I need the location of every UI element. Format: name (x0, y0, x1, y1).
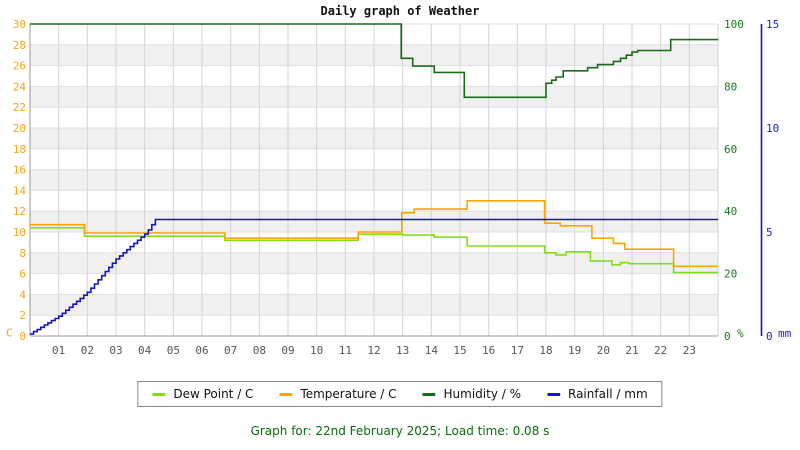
axis-tick-label: 24 (13, 80, 27, 93)
axis-tick-label: 5 (766, 226, 773, 239)
axis-tick-label: 18 (13, 143, 26, 156)
series-line-rainfall-mm (30, 218, 718, 335)
axis-tick-label: 11 (339, 344, 352, 357)
axis-tick-label: 10 (310, 344, 323, 357)
axis-tick-label: 15 (766, 18, 779, 31)
axis-tick-label: mm (778, 327, 792, 340)
axis-tick-label: 22 (13, 101, 26, 114)
graph-footer-caption: Graph for: 22nd February 2025; Load time… (250, 424, 550, 438)
axis-tick-label: 03 (109, 344, 122, 357)
legend-item-humidity: Humidity / % (422, 387, 521, 401)
axis-tick-label: 23 (683, 344, 696, 357)
legend-swatch-icon (547, 392, 560, 396)
legend-item-label: Dew Point / C (173, 387, 254, 401)
legend-item-rainfall-mm: Rainfall / mm (547, 387, 648, 401)
axis-tick-label: 05 (167, 344, 180, 357)
axis-tick-label: 12 (13, 205, 26, 218)
axis-tick-label: 04 (138, 344, 152, 357)
axis-tick-label: 15 (453, 344, 466, 357)
axis-tick-label: % (737, 327, 744, 340)
legend-item-label: Temperature / C (300, 387, 397, 401)
axis-tick-label: 100 (724, 18, 744, 31)
axis-tick-label: 21 (625, 344, 638, 357)
legend-swatch-icon (422, 392, 436, 396)
axis-tick-label: 30 (13, 18, 26, 31)
axis-tick-label: 10 (766, 122, 779, 135)
axis-tick-label: 0 (19, 330, 26, 343)
axis-tick-label: 0 (766, 330, 773, 343)
axis-tick-label: 14 (425, 344, 439, 357)
axis-tick-label: 07 (224, 344, 237, 357)
axis-tick-label: 28 (13, 39, 26, 52)
axis-tick-label: 09 (281, 344, 294, 357)
axis-tick-label: 8 (19, 247, 26, 260)
axis-tick-label: 18 (539, 344, 552, 357)
axis-tick-label: 0 (724, 330, 731, 343)
axis-tick-label: 17 (511, 344, 524, 357)
axis-tick-label: 19 (568, 344, 581, 357)
axis-tick-label: 22 (654, 344, 667, 357)
legend-swatch-icon (152, 392, 166, 396)
axis-tick-label: 16 (13, 164, 26, 177)
chart-title: Daily graph of Weather (320, 4, 480, 18)
legend-item-label: Humidity / % (443, 387, 521, 401)
axis-tick-label: 40 (724, 205, 737, 218)
axis-tick-label: 14 (13, 184, 27, 197)
axis-tick-label: 26 (13, 60, 26, 73)
legend-item-temperature-c: Temperature / C (279, 387, 397, 401)
axis-tick-label: 6 (19, 268, 26, 281)
legend-swatch-icon (279, 392, 293, 396)
legend-item-label: Rainfall / mm (568, 387, 648, 401)
axis-tick-label: 13 (396, 344, 409, 357)
axis-tick-label: C (6, 327, 13, 340)
legend-item-dew-point-c: Dew Point / C (152, 387, 253, 401)
axis-tick-label: 16 (482, 344, 495, 357)
axis-tick-label: 08 (253, 344, 266, 357)
axis-tick-label: 80 (724, 80, 737, 93)
axis-tick-label: 60 (724, 143, 737, 156)
axis-tick-label: 06 (195, 344, 208, 357)
axis-tick-label: 02 (81, 344, 94, 357)
axis-tick-label: 2 (19, 309, 26, 322)
axis-tick-label: 01 (52, 344, 65, 357)
chart-legend: Dew Point / C Temperature / C Humidity / %… (137, 381, 663, 407)
axis-tick-label: 20 (724, 268, 737, 281)
series-line-humidity (30, 23, 718, 99)
axis-tick-label: 20 (597, 344, 610, 357)
axis-tick-label: 4 (19, 288, 26, 301)
series-line-temperature-c (30, 200, 718, 268)
series-line-dew-point-c (30, 227, 718, 274)
axis-tick-label: 12 (367, 344, 380, 357)
axis-tick-label: 10 (13, 226, 26, 239)
axis-tick-label: 20 (13, 122, 26, 135)
